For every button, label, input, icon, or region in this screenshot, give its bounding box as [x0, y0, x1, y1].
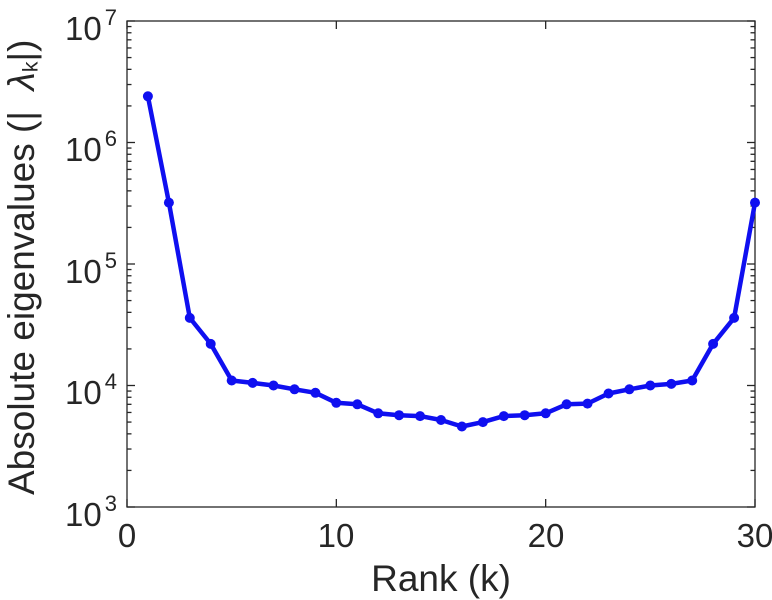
- x-axis-label: Rank (k): [371, 558, 511, 599]
- data-point-marker: [666, 378, 677, 389]
- y-axis-label-close: |): [1, 39, 42, 62]
- y-tick-label-1e4: 10 4: [65, 371, 117, 411]
- data-point-marker: [561, 399, 572, 410]
- y-axis-label-text: Absolute eigenvalues (|: [1, 90, 42, 495]
- data-point-marker: [603, 388, 614, 399]
- lambda-symbol: λ: [1, 71, 42, 91]
- y-tick-exponent: 7: [104, 5, 117, 30]
- x-tick-label-30: 30: [736, 517, 772, 554]
- data-point-marker: [394, 410, 405, 421]
- data-point-marker: [247, 377, 258, 388]
- x-tick-label-20: 20: [527, 517, 565, 554]
- y-tick-base: 10: [65, 253, 102, 290]
- y-tick-base: 10: [65, 374, 102, 411]
- data-point-marker: [352, 399, 363, 410]
- y-tick-base: 10: [65, 496, 102, 533]
- y-tick-exponent: 5: [104, 248, 117, 273]
- y-axis-label: Absolute eigenvalues (| λk|): [1, 24, 44, 510]
- data-point-marker: [750, 197, 760, 208]
- x-tick-label-10: 10: [317, 517, 355, 554]
- data-point-marker: [456, 421, 467, 432]
- eigenvalue-curve: [145, 94, 758, 429]
- data-point-marker: [310, 387, 321, 398]
- data-point-marker: [226, 375, 237, 386]
- data-point-marker: [205, 338, 216, 349]
- data-point-marker: [498, 411, 509, 422]
- data-point-marker: [268, 380, 279, 391]
- data-point-marker: [415, 411, 426, 422]
- data-point-marker: [373, 408, 384, 419]
- y-tick-label-1e5: 10 5: [65, 250, 117, 290]
- x-tick-label-0: 0: [117, 517, 137, 554]
- y-tick-base: 10: [65, 131, 102, 168]
- y-tick-label-1e3: 10 3: [65, 493, 117, 533]
- y-tick-exponent: 4: [104, 369, 117, 394]
- y-tick-label-1e7: 10 7: [65, 7, 117, 47]
- plot-frame: [126, 20, 756, 508]
- data-point-marker: [184, 312, 195, 323]
- data-point-marker: [436, 415, 446, 425]
- data-point-marker: [645, 380, 656, 391]
- data-point-marker: [624, 384, 635, 395]
- data-point-marker: [289, 384, 300, 395]
- data-point-marker: [163, 197, 174, 208]
- data-point-marker: [708, 338, 719, 349]
- data-point-marker: [519, 410, 530, 421]
- data-point-marker: [540, 408, 551, 419]
- data-point-marker: [729, 312, 740, 323]
- y-tick-base: 10: [65, 10, 102, 47]
- y-tick-exponent: 3: [104, 491, 117, 516]
- y-tick-exponent: 6: [104, 126, 117, 151]
- y-tick-label-1e6: 10 6: [65, 128, 117, 168]
- lambda-subscript: k: [18, 61, 43, 72]
- data-point-marker: [582, 398, 593, 409]
- data-point-marker: [331, 397, 342, 408]
- data-point-marker: [687, 375, 698, 386]
- data-point-marker: [477, 417, 488, 428]
- data-point-marker: [142, 91, 153, 102]
